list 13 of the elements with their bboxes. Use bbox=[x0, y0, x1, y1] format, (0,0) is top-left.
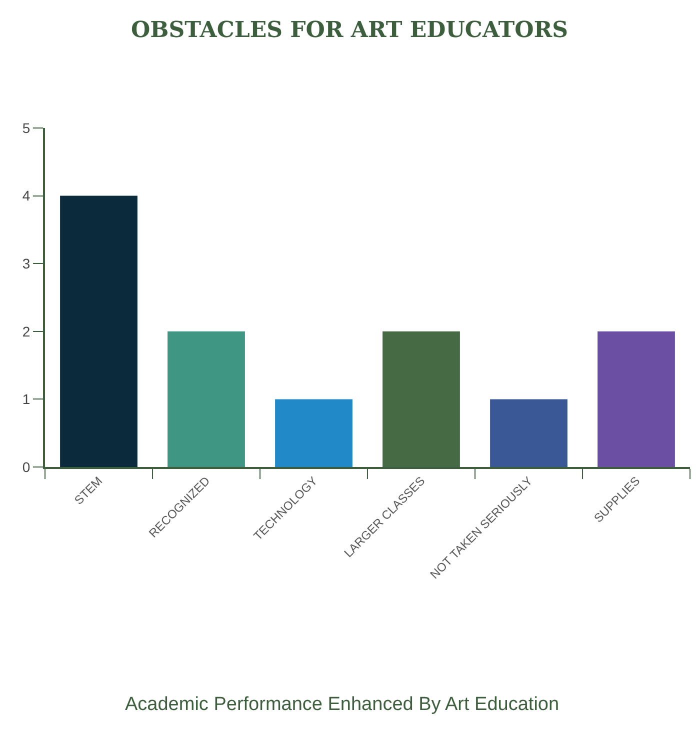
y-tick-label: 4 bbox=[22, 188, 30, 204]
bar bbox=[275, 399, 352, 467]
text: Academic Performance Enhanced By Art Education bbox=[125, 694, 560, 715]
y-tick-label: 3 bbox=[22, 256, 30, 272]
bar bbox=[490, 399, 568, 467]
bar bbox=[598, 331, 675, 467]
y-tick-label: 1 bbox=[22, 391, 30, 408]
y-tick-label: 5 bbox=[22, 120, 30, 136]
bar bbox=[60, 196, 138, 467]
y-tick-label: 2 bbox=[22, 323, 30, 340]
chart-title: OBSTACLES FOR ART EDUCATORS bbox=[130, 17, 568, 44]
y-tick-label: 0 bbox=[22, 458, 30, 475]
bar bbox=[168, 331, 245, 467]
